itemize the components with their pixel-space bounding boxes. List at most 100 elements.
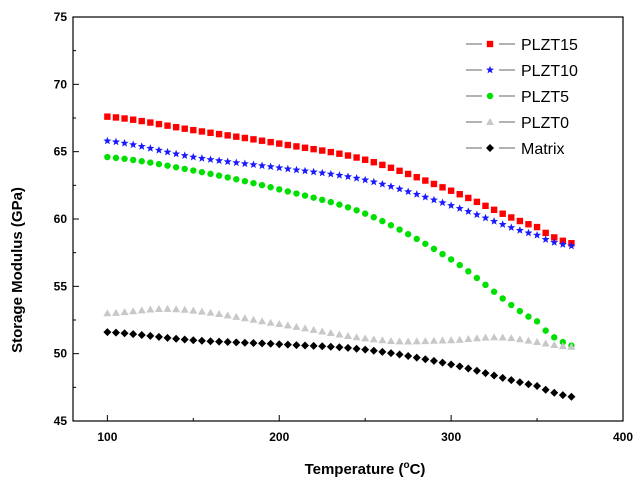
- data-point: [326, 342, 335, 351]
- data-point: [154, 146, 163, 154]
- y-tick-label: 60: [54, 212, 68, 226]
- data-point: [386, 349, 395, 358]
- data-point: [232, 338, 241, 347]
- data-point: [507, 334, 516, 342]
- data-point: [283, 340, 292, 349]
- data-point: [490, 288, 498, 295]
- data-point: [250, 136, 257, 143]
- data-point: [155, 160, 163, 168]
- data-point: [164, 162, 171, 169]
- data-point: [515, 335, 524, 343]
- data-point: [241, 177, 249, 185]
- data-point: [129, 307, 138, 315]
- data-point: [508, 214, 515, 221]
- data-point: [422, 177, 429, 184]
- data-point: [310, 145, 317, 153]
- data-point: [541, 339, 550, 347]
- data-point: [481, 213, 490, 222]
- data-point: [318, 327, 327, 335]
- data-point: [293, 190, 300, 197]
- data-point: [224, 174, 231, 181]
- data-point: [404, 230, 412, 238]
- data-point: [284, 141, 292, 149]
- data-point: [275, 163, 284, 172]
- data-point: [120, 329, 129, 338]
- data-point: [267, 184, 274, 191]
- data-point: [172, 149, 181, 158]
- data-point: [319, 147, 326, 154]
- data-point: [524, 228, 533, 237]
- data-point: [344, 343, 352, 352]
- data-point: [516, 217, 524, 225]
- data-point: [258, 317, 267, 325]
- data-point: [129, 156, 137, 164]
- data-point: [447, 187, 455, 194]
- data-point: [438, 358, 447, 367]
- data-point: [258, 339, 267, 348]
- data-point: [567, 241, 576, 250]
- data-point: [413, 174, 420, 181]
- data-point: [206, 308, 215, 316]
- data-point: [370, 214, 377, 221]
- data-point: [395, 337, 404, 345]
- data-point: [567, 342, 576, 350]
- data-point: [180, 305, 189, 313]
- data-point: [189, 336, 198, 345]
- data-point: [507, 223, 516, 231]
- data-point: [387, 222, 395, 229]
- data-point: [318, 342, 327, 351]
- legend-label: PLZT5: [521, 89, 569, 106]
- data-point: [508, 301, 515, 309]
- data-point: [266, 339, 275, 348]
- data-point: [387, 164, 395, 171]
- legend-label: Matrix: [521, 141, 565, 158]
- data-point: [344, 172, 352, 181]
- data-point: [404, 170, 412, 178]
- data-point: [138, 158, 145, 165]
- data-point: [172, 164, 180, 171]
- data-point: [482, 281, 489, 289]
- data-point: [120, 138, 129, 147]
- data-point: [197, 307, 206, 315]
- data-point: [542, 229, 549, 237]
- data-point: [447, 256, 455, 263]
- data-point: [482, 202, 489, 210]
- data-point: [163, 147, 172, 156]
- data-point: [550, 238, 559, 246]
- data-point: [198, 168, 206, 176]
- y-tick-label: 75: [54, 10, 68, 24]
- data-point: [181, 165, 188, 173]
- data-point: [361, 175, 370, 184]
- data-point: [481, 369, 490, 378]
- data-point: [551, 334, 558, 341]
- data-point: [498, 333, 507, 341]
- data-point: [284, 188, 292, 195]
- data-point: [370, 159, 377, 166]
- data-point: [292, 165, 301, 174]
- data-point: [515, 378, 524, 387]
- data-point: [353, 207, 360, 214]
- data-point: [112, 114, 120, 121]
- data-point: [223, 311, 232, 319]
- data-point: [386, 336, 395, 344]
- data-point: [533, 338, 542, 346]
- data-point: [249, 315, 258, 323]
- x-tick-label: 300: [441, 430, 461, 444]
- data-point: [319, 196, 326, 204]
- data-point: [309, 341, 318, 350]
- data-point: [430, 245, 438, 253]
- series-plzt15: [104, 113, 575, 247]
- data-point: [164, 122, 171, 129]
- data-point: [558, 240, 567, 248]
- data-point: [180, 335, 189, 344]
- data-point: [361, 156, 369, 163]
- data-point: [121, 115, 128, 122]
- data-point: [481, 333, 490, 341]
- data-point: [404, 187, 413, 196]
- data-point: [276, 186, 283, 193]
- data-point: [240, 338, 249, 347]
- data-point: [558, 342, 567, 350]
- data-point: [464, 207, 473, 215]
- data-point: [198, 128, 206, 135]
